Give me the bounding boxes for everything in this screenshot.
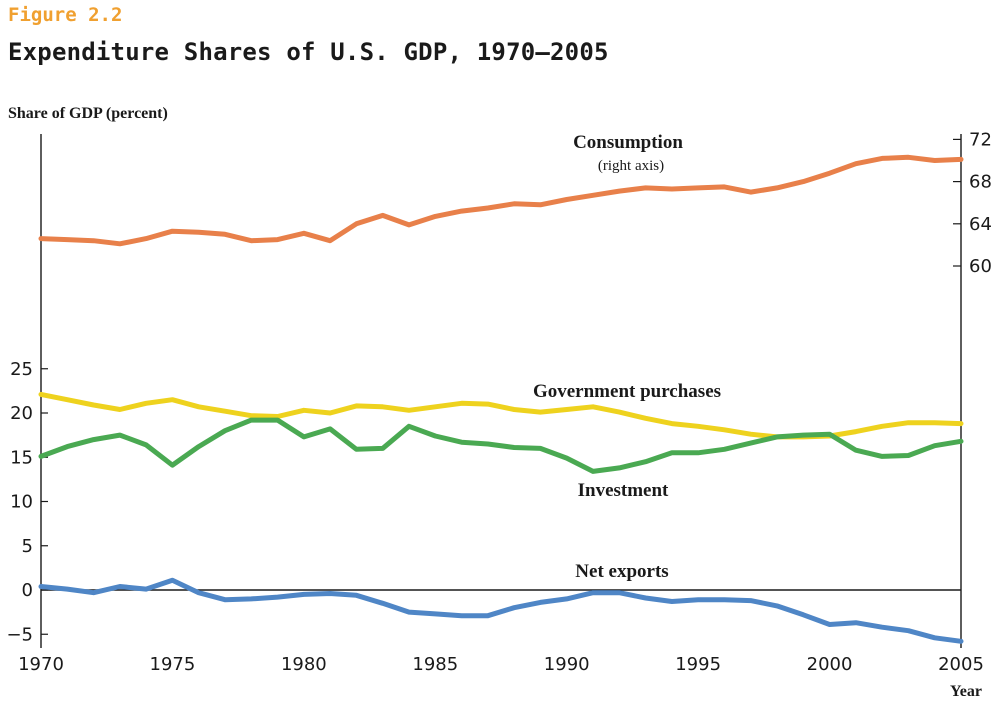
left-tick-label: 10 — [10, 492, 33, 513]
net-exports-label: Net exports — [575, 561, 668, 582]
y-axis-label: Share of GDP (percent) — [8, 105, 168, 122]
x-tick-label: 1985 — [412, 654, 458, 675]
x-tick-label: 1970 — [18, 654, 64, 675]
x-tick-label: 1995 — [675, 654, 721, 675]
left-tick-label: 15 — [10, 447, 33, 468]
left-tick-label: −5 — [6, 624, 33, 645]
investment-line — [38, 417, 964, 474]
left-tick-label: 25 — [10, 359, 33, 380]
figure-label: Figure 2.2 — [8, 4, 123, 26]
investment-label: Investment — [578, 480, 669, 501]
x-tick-label: 2005 — [938, 654, 984, 675]
right-tick-label: 64 — [969, 214, 992, 235]
x-tick-label: 1975 — [150, 654, 196, 675]
consumption-line — [38, 154, 964, 247]
x-tick-label: 2000 — [807, 654, 853, 675]
x-axis-label: Year — [950, 683, 982, 700]
government-purchases-line — [38, 391, 964, 440]
right-tick-label: 68 — [969, 172, 992, 193]
left-tick-label: 0 — [22, 580, 33, 601]
government-purchases-label: Government purchases — [533, 381, 721, 402]
x-tick-label: 1980 — [281, 654, 327, 675]
x-tick-label: 1990 — [544, 654, 590, 675]
consumption-note: (right axis) — [598, 158, 664, 174]
consumption-label: Consumption — [573, 132, 683, 153]
left-tick-label: 20 — [10, 403, 33, 424]
right-tick-label: 60 — [969, 256, 992, 277]
chart-title: Expenditure Shares of U.S. GDP, 1970–200… — [8, 38, 609, 66]
left-tick-label: 5 — [22, 536, 33, 557]
net-exports-line — [38, 577, 964, 644]
right-tick-label: 72 — [969, 129, 992, 150]
